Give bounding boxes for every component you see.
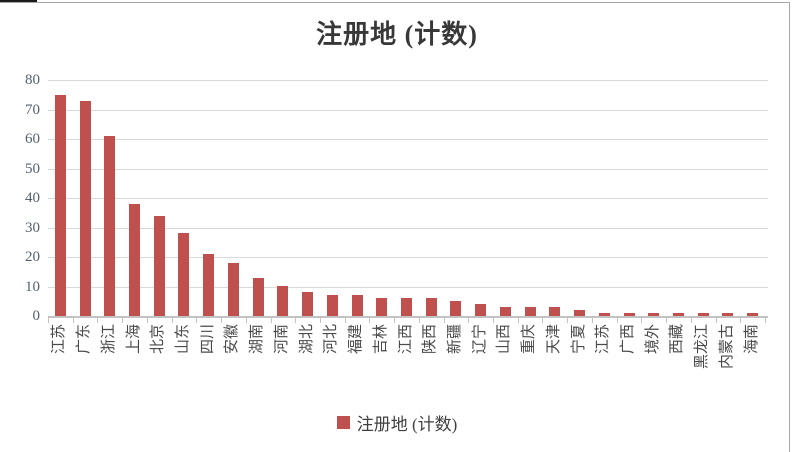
legend-label: 注册地 (计数) [356,415,458,434]
gridline-y-80 [48,80,768,81]
x-axis-tick [493,318,494,323]
x-axis-tick [122,318,123,323]
bar-上海 [129,204,140,316]
x-axis-tick [419,318,420,323]
table-edge-fragment [0,0,37,3]
x-axis-tick [369,318,370,323]
x-axis-tick [468,318,469,323]
x-axis-tick [147,318,148,323]
y-axis-tick-label: 30 [25,219,40,236]
bar-宁夏 [574,310,585,316]
y-axis-tick-label: 0 [32,308,41,324]
x-axis-tick [542,318,543,323]
x-axis-tick [320,318,321,323]
bar-山西 [500,307,511,316]
x-axis-tick [246,318,247,323]
y-axis-tick-label: 80 [25,72,40,88]
bar-江苏 [55,95,66,316]
bar-浙江 [104,136,115,316]
bar-辽宁 [475,304,486,316]
bar-江苏 [599,313,610,316]
x-axis-tick [97,318,98,323]
y-axis-tick-label: 10 [25,278,40,295]
x-axis-tick [691,318,692,323]
y-axis-tick-label: 60 [25,131,40,147]
bar-海南 [747,313,758,316]
x-axis-tick [518,318,519,323]
x-axis-tick [172,318,173,323]
x-axis-tick [666,318,667,323]
bar-广西 [624,313,635,316]
x-axis-tick [394,318,395,323]
chart-border-top [0,2,790,3]
bar-河南 [277,286,288,316]
x-axis-tick [641,318,642,323]
x-axis-tick [716,318,717,323]
y-axis-tick-label: 40 [25,190,40,206]
bar-黑龙江 [698,313,709,316]
x-axis-tick [221,318,222,323]
bar-境外 [648,313,659,316]
gridline-y-50 [48,168,768,170]
x-axis-tick [73,318,74,323]
bar-北京 [154,216,165,316]
x-axis-tick [295,318,296,323]
gridline-y-60 [48,139,768,140]
chart-border-right [789,2,790,452]
bar-吉林 [376,298,387,316]
bar-福建 [352,295,363,316]
legend: 注册地 (计数) [0,410,794,435]
y-axis-tick-label: 50 [25,160,40,177]
bar-湖北 [302,292,313,316]
x-axis-tick [740,318,741,323]
bar-内蒙古 [722,313,733,316]
x-axis-tick [765,318,766,323]
x-axis-tick [617,318,618,323]
gridline-y-20 [48,257,768,258]
bar-西藏 [673,313,684,316]
bar-陕西 [426,298,437,316]
bar-天津 [549,307,560,316]
x-axis-tick [271,318,272,323]
x-axis-tick [48,318,49,323]
bar-江西 [401,298,412,316]
chart-title: 注册地 (计数) [316,20,478,49]
bar-安徽 [228,263,239,316]
x-axis-tick [592,318,593,323]
x-axis-line [48,316,768,318]
bar-重庆 [525,307,536,316]
x-axis-tick [567,318,568,323]
y-axis-tick-label: 20 [25,249,40,265]
gridline-y-30 [48,227,768,229]
bar-广东 [80,101,91,316]
gridline-y-10 [48,286,768,288]
x-axis-tick [444,318,445,323]
bar-湖南 [253,278,264,316]
legend-color-swatch [336,416,350,429]
x-axis-tick [196,318,197,323]
x-axis-tick [345,318,346,323]
gridline-y-70 [48,109,768,111]
bar-新疆 [450,301,461,316]
bar-四川 [203,254,214,316]
gridline-y-40 [48,198,768,199]
bar-河北 [327,295,338,316]
bar-山东 [178,233,189,316]
y-axis-tick-label: 70 [25,101,40,118]
